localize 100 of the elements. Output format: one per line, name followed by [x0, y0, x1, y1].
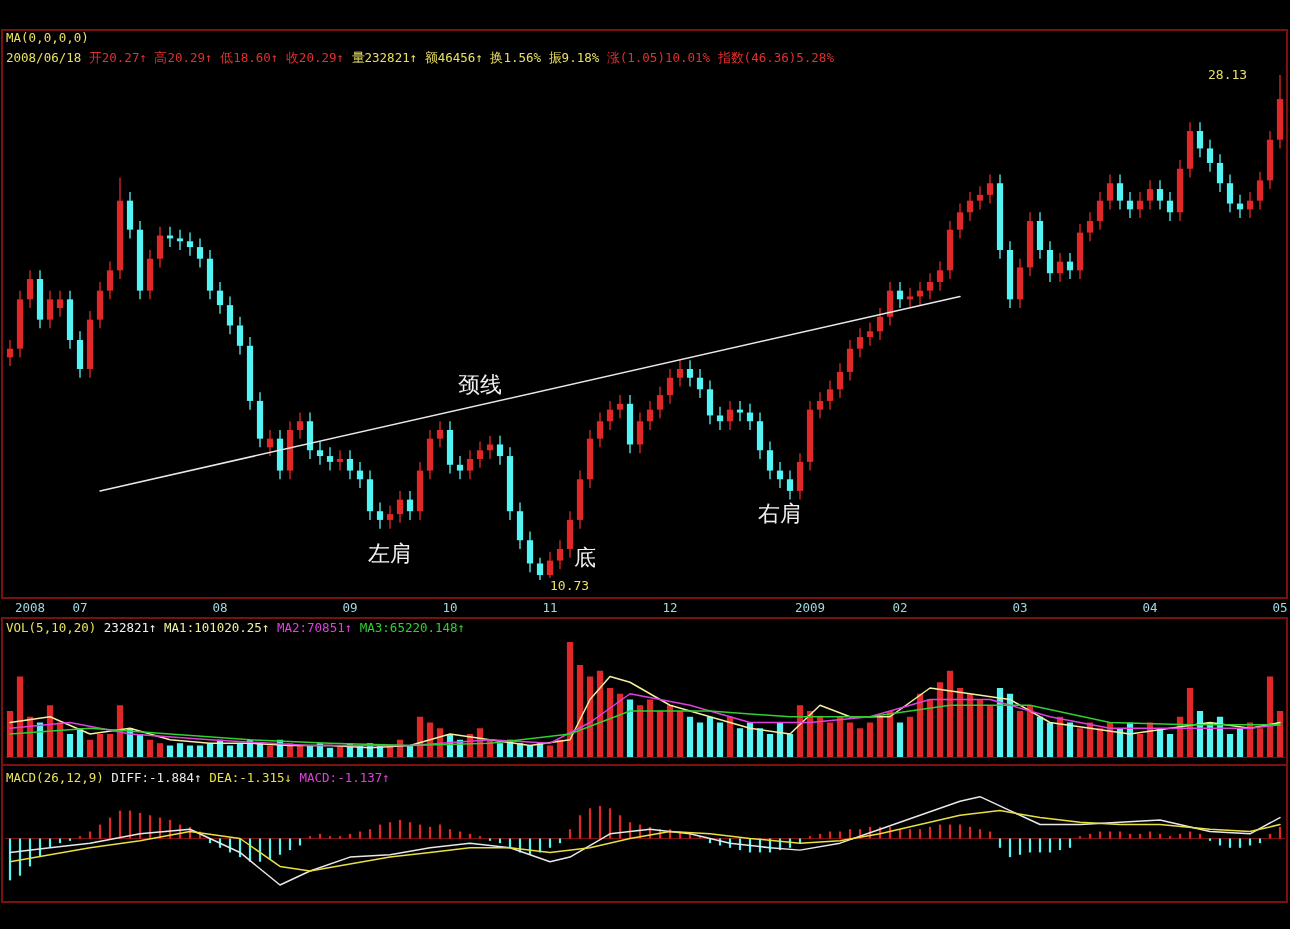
candlestick	[166, 226, 174, 248]
bar	[818, 833, 822, 839]
bar	[106, 734, 114, 757]
bar	[816, 716, 824, 757]
bar	[676, 711, 684, 757]
bar	[1078, 836, 1082, 839]
x-tick-label: 2009	[794, 600, 826, 615]
candlestick	[1046, 240, 1054, 283]
candlestick	[726, 400, 734, 431]
bar	[1268, 833, 1272, 839]
candlestick	[476, 440, 484, 469]
bar	[1186, 688, 1194, 757]
bar	[596, 670, 604, 757]
bar	[956, 688, 964, 757]
bar	[468, 833, 472, 839]
bar	[1026, 705, 1034, 757]
bar	[478, 836, 482, 839]
candlestick	[176, 229, 184, 251]
candlestick	[376, 501, 384, 530]
candlestick	[346, 449, 354, 480]
candlestick	[536, 557, 544, 581]
candlestick	[326, 446, 334, 472]
bar	[786, 734, 794, 757]
bar	[326, 747, 334, 757]
candlestick	[606, 400, 614, 431]
bar	[1226, 734, 1234, 757]
annotation: 颈线	[458, 372, 502, 397]
annotation: 底	[574, 545, 596, 570]
bar	[306, 745, 314, 757]
candlestick	[596, 411, 604, 449]
bar	[1256, 728, 1264, 757]
candlestick	[1206, 139, 1214, 173]
bar	[736, 728, 744, 757]
candlestick	[1216, 153, 1224, 193]
bar	[626, 699, 634, 757]
bar	[266, 745, 274, 757]
candlestick	[966, 191, 974, 222]
bar	[1096, 728, 1104, 757]
candlestick	[786, 469, 794, 501]
bar	[1118, 831, 1122, 839]
candlestick	[396, 490, 404, 524]
candlestick	[1256, 171, 1264, 211]
bar	[546, 745, 554, 757]
bar	[448, 829, 452, 839]
bar	[186, 745, 194, 757]
candlestick	[46, 289, 54, 330]
bar	[96, 734, 104, 757]
candlestick	[766, 440, 774, 480]
candlestick	[696, 368, 704, 399]
bar	[898, 829, 902, 839]
candlestick	[1106, 173, 1114, 211]
bar	[1266, 676, 1274, 757]
bar	[318, 833, 322, 839]
bar	[636, 705, 644, 757]
x-tick-label: 11	[542, 600, 558, 615]
bar	[838, 831, 842, 839]
candlestick	[1226, 173, 1234, 213]
bar	[756, 728, 764, 757]
annotation: 左肩	[368, 541, 412, 566]
bar	[156, 743, 164, 757]
x-tick-label: 02	[892, 600, 908, 615]
bar	[848, 829, 852, 839]
bar	[776, 722, 784, 757]
bar	[358, 831, 362, 839]
candlestick	[336, 449, 344, 472]
candlestick	[1196, 121, 1204, 158]
bar	[1238, 838, 1242, 848]
bar	[936, 682, 944, 757]
bar	[388, 822, 392, 839]
bar	[598, 805, 602, 839]
candlestick	[466, 449, 474, 480]
annotation: 10.73	[550, 578, 590, 593]
bar	[716, 722, 724, 757]
bar	[1076, 728, 1084, 757]
bar	[428, 826, 432, 839]
candlestick	[316, 440, 324, 466]
bar	[836, 716, 844, 757]
bar	[976, 699, 984, 757]
candlestick	[486, 435, 494, 460]
bar	[308, 836, 312, 839]
candlestick	[616, 394, 624, 419]
bar	[1088, 833, 1092, 839]
bar	[1016, 711, 1024, 757]
bar	[808, 836, 812, 839]
bar	[938, 824, 942, 839]
bar	[86, 739, 94, 757]
bar	[766, 734, 774, 757]
bar	[616, 693, 624, 757]
candlestick	[816, 391, 824, 419]
text: 2008/06/18 开20.27↑ 高20.29↑ 低18.60↑ 收20.29↑ 量232821↑ 额46456↑ 换1.56% 振9.18% 涨(1.05)10.01% 指数(46.36)5.28%	[6, 50, 834, 65]
candlestick	[646, 400, 654, 431]
candlestick	[1166, 191, 1174, 222]
bar	[1166, 734, 1174, 757]
candlestick	[856, 327, 864, 359]
candlestick	[436, 420, 444, 449]
bar	[136, 734, 144, 757]
candlestick	[926, 272, 934, 300]
bar	[928, 826, 932, 839]
bar	[918, 829, 922, 839]
candlestick	[1146, 179, 1154, 211]
